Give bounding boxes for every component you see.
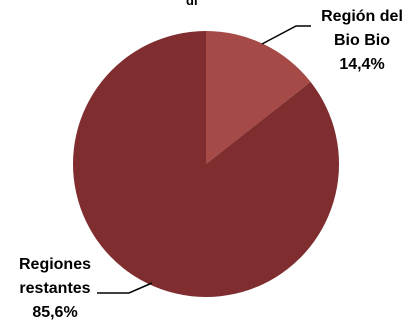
pie-slice-region-bio-bio — [206, 31, 311, 164]
leader-line-region-bio-bio — [261, 25, 311, 45]
slice-label-line1: Región del — [321, 8, 403, 25]
slice-label-line2: restantes — [19, 280, 91, 297]
slice-label-line2: Bio Bio — [334, 32, 390, 49]
slice-label-regiones-restantes: Regiones restantes 85,6% — [4, 253, 106, 325]
leader-line-regiones-restantes — [97, 282, 153, 294]
pie-slice-regiones-restantes — [73, 31, 340, 297]
slice-value-label: 85,6% — [32, 304, 78, 321]
slice-label-line1: Regiones — [18, 256, 91, 273]
slice-value-label: 14,4% — [339, 56, 385, 73]
slice-label-region-bio-bio: Región del Bio Bio 14,4% — [312, 5, 411, 77]
chart-title-fragment: gi — [186, 0, 226, 5]
